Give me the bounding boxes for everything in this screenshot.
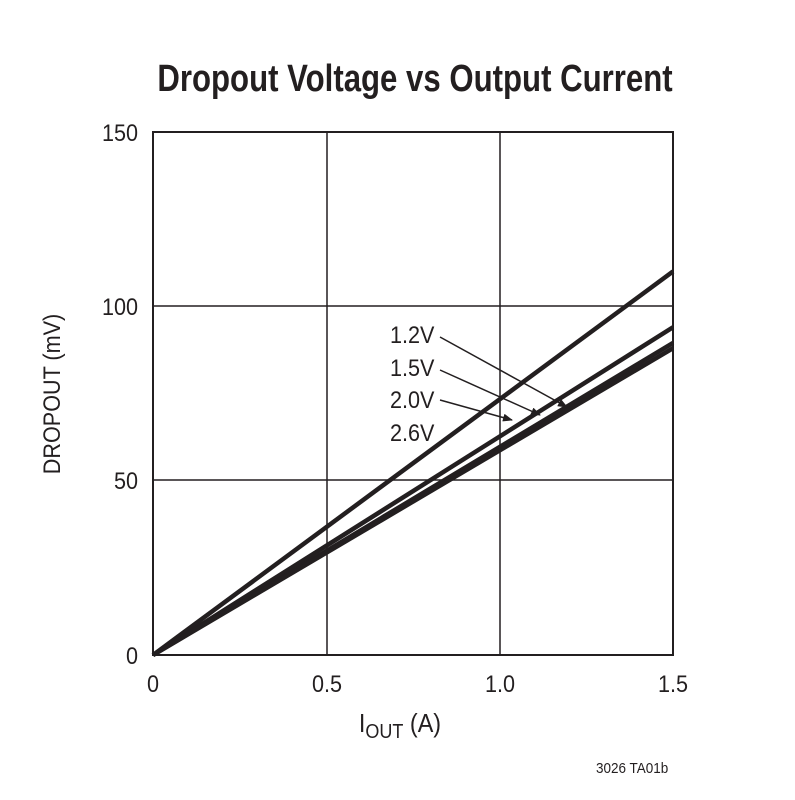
plot-frame <box>152 131 674 656</box>
series-1.2V <box>151 269 675 657</box>
label-2.0V: 2.0V <box>390 387 435 414</box>
label-1.5V: 1.5V <box>390 355 435 382</box>
xtick-0.5: 0.5 <box>311 671 343 698</box>
x-axis-label: IOUT (A) <box>358 708 442 743</box>
xtick-0: 0 <box>146 671 160 698</box>
annotation-arrows <box>439 336 568 422</box>
series-lines <box>151 269 675 657</box>
xtick-1.5: 1.5 <box>657 671 689 698</box>
ytick-50: 50 <box>113 468 138 495</box>
label-2.6V: 2.6V <box>390 420 435 447</box>
figure-id: 3026 TA01b <box>596 760 669 777</box>
ytick-150: 150 <box>101 120 138 147</box>
gridlines <box>153 132 673 655</box>
ytick-0: 0 <box>125 643 138 670</box>
xtick-1.0: 1.0 <box>484 671 516 698</box>
series-2.6V <box>151 346 675 657</box>
y-axis-label: DROPOUT (mV) <box>39 313 66 475</box>
label-1.2V: 1.2V <box>390 322 435 349</box>
ytick-100: 100 <box>101 294 138 321</box>
chart-title: Dropout Voltage vs Output Current <box>157 58 673 100</box>
